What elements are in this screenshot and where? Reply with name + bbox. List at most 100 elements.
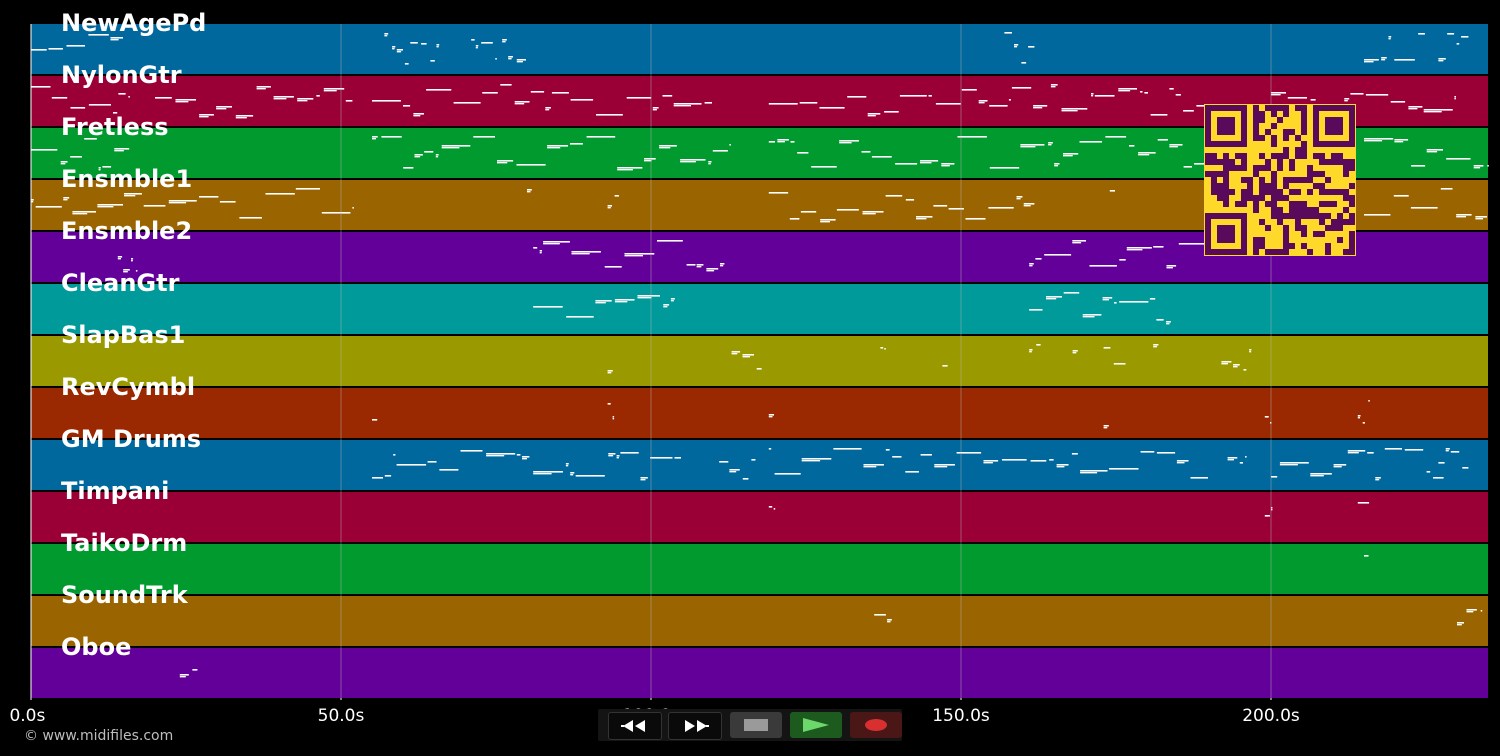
note xyxy=(1103,425,1109,427)
note xyxy=(508,56,513,58)
note xyxy=(403,105,411,107)
note xyxy=(1002,459,1027,461)
note xyxy=(1166,323,1170,325)
note xyxy=(1364,140,1383,142)
note xyxy=(530,91,545,93)
fast-forward-button[interactable] xyxy=(668,712,722,740)
note xyxy=(117,256,123,258)
note xyxy=(1072,352,1077,354)
note xyxy=(607,205,612,207)
track-lane[interactable] xyxy=(31,336,1488,386)
note xyxy=(110,39,119,41)
note xyxy=(297,100,308,102)
note xyxy=(1049,459,1054,461)
note xyxy=(1196,105,1208,107)
note xyxy=(624,255,643,257)
note xyxy=(98,169,101,171)
note xyxy=(1138,152,1156,154)
note xyxy=(413,115,421,117)
note xyxy=(1333,466,1342,468)
record-button[interactable] xyxy=(850,712,902,738)
note xyxy=(941,165,950,167)
note xyxy=(1023,203,1035,205)
note xyxy=(1264,416,1269,418)
rewind-button[interactable] xyxy=(608,712,662,740)
note xyxy=(97,206,114,208)
record-icon xyxy=(865,719,887,731)
note xyxy=(942,365,948,367)
track-lane[interactable] xyxy=(31,596,1488,646)
track-lane[interactable] xyxy=(31,544,1488,594)
note xyxy=(372,138,376,140)
note xyxy=(1221,363,1228,365)
note xyxy=(1438,60,1444,62)
note xyxy=(1194,163,1208,165)
note xyxy=(607,372,612,374)
qr-code xyxy=(1204,104,1356,256)
note xyxy=(1456,43,1460,45)
note xyxy=(595,302,606,304)
note xyxy=(768,414,774,416)
track-lane[interactable] xyxy=(31,440,1488,490)
note xyxy=(1445,448,1450,450)
note xyxy=(1089,265,1117,267)
play-button[interactable] xyxy=(790,712,842,738)
note xyxy=(811,166,837,168)
note xyxy=(124,195,136,197)
note xyxy=(1433,477,1444,479)
note xyxy=(435,154,439,156)
track-lane[interactable] xyxy=(31,492,1488,542)
note xyxy=(273,96,294,98)
note xyxy=(500,84,512,86)
note xyxy=(486,453,516,455)
track-lane[interactable] xyxy=(31,388,1488,438)
stop-button[interactable] xyxy=(730,712,782,738)
note xyxy=(586,136,616,138)
note xyxy=(1239,462,1243,464)
note xyxy=(1094,95,1115,97)
note xyxy=(1183,166,1192,168)
note xyxy=(1156,319,1164,321)
note xyxy=(435,156,439,158)
track-lane[interactable] xyxy=(31,284,1488,334)
note xyxy=(1221,361,1232,363)
note xyxy=(905,199,915,201)
note xyxy=(1149,298,1156,300)
note xyxy=(192,669,198,671)
note xyxy=(1375,479,1380,481)
note xyxy=(118,93,126,95)
note xyxy=(471,39,475,41)
note xyxy=(31,199,34,201)
note xyxy=(414,156,421,158)
track-label: SlapBas1 xyxy=(61,321,186,349)
track-lane[interactable] xyxy=(31,24,1488,74)
note xyxy=(571,253,590,255)
track-lane[interactable] xyxy=(31,648,1488,698)
note xyxy=(1426,471,1431,473)
note xyxy=(1357,417,1360,419)
piano-roll[interactable] xyxy=(0,0,1500,700)
note xyxy=(1156,452,1176,454)
note xyxy=(1103,427,1108,429)
note xyxy=(1456,214,1472,216)
note xyxy=(1461,36,1469,38)
note xyxy=(1393,195,1409,197)
note xyxy=(1466,609,1477,611)
track-band xyxy=(31,388,1488,438)
note xyxy=(482,92,498,94)
note xyxy=(1102,299,1109,301)
note xyxy=(673,105,691,107)
note xyxy=(871,156,892,158)
note xyxy=(742,478,749,480)
note xyxy=(895,163,918,165)
note xyxy=(670,300,674,302)
note xyxy=(1408,108,1418,110)
note xyxy=(1126,247,1152,249)
note xyxy=(381,136,402,138)
note xyxy=(393,454,396,456)
note xyxy=(1270,507,1273,509)
x-tick-label: 0.0s xyxy=(9,706,46,726)
note xyxy=(179,676,186,678)
note xyxy=(696,266,702,268)
note xyxy=(35,206,62,208)
